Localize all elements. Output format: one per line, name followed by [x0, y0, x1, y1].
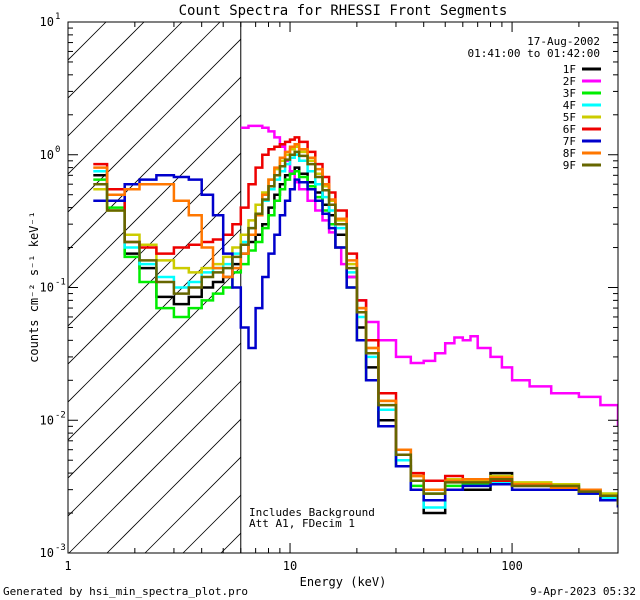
series-3F: [93, 170, 618, 503]
y-tick-label: 10: [40, 148, 54, 162]
legend-label-1F: 1F: [563, 63, 576, 76]
series-8F: [93, 142, 618, 503]
hatch-line: [68, 22, 297, 251]
annotation-background: Includes Background: [249, 506, 375, 519]
x-tick-label: 100: [501, 559, 523, 573]
generated-timestamp: 9-Apr-2023 05:32: [530, 585, 636, 598]
y-axis-label: counts cm⁻² s⁻¹ keV⁻¹: [27, 211, 41, 363]
time-range-label: 01:41:00 to 01:42:00: [468, 47, 600, 60]
date-label: 17-Aug-2002: [527, 35, 600, 48]
x-tick-label: 10: [283, 559, 297, 573]
series-9F: [93, 150, 618, 505]
legend-label-8F: 8F: [563, 147, 576, 160]
y-tick-exponent: 0: [55, 145, 60, 155]
y-tick-label: 10: [40, 413, 54, 427]
legend-label-5F: 5F: [563, 111, 576, 124]
y-tick-label: 10: [40, 281, 54, 295]
legend-label-2F: 2F: [563, 75, 576, 88]
legend-label-4F: 4F: [563, 99, 576, 112]
generator-credit: Generated by hsi_min_spectra_plot.pro: [3, 585, 248, 598]
hatch-line: [68, 22, 221, 175]
annotation-attenuator: Att A1, FDecim 1: [249, 517, 355, 530]
chart-title: Count Spectra for RHESSI Front Segments: [179, 3, 508, 19]
y-tick-label: 10: [40, 546, 54, 560]
y-tick-exponent: -1: [55, 278, 66, 288]
x-axis-label: Energy (keV): [300, 575, 387, 589]
hatched-region: [68, 22, 618, 553]
legend-label-3F: 3F: [563, 87, 576, 100]
plot-background: [240, 22, 618, 553]
hatch-line: [68, 22, 183, 137]
legend-label-6F: 6F: [563, 123, 576, 136]
x-tick-label: 1: [64, 559, 71, 573]
hatch-line: [68, 22, 259, 213]
legend-label-7F: 7F: [563, 135, 576, 148]
y-tick-label: 10: [40, 15, 54, 29]
y-tick-exponent: -2: [55, 410, 66, 420]
y-tick-exponent: -3: [55, 543, 66, 553]
legend-label-9F: 9F: [563, 159, 576, 172]
y-tick-exponent: 1: [55, 12, 60, 22]
